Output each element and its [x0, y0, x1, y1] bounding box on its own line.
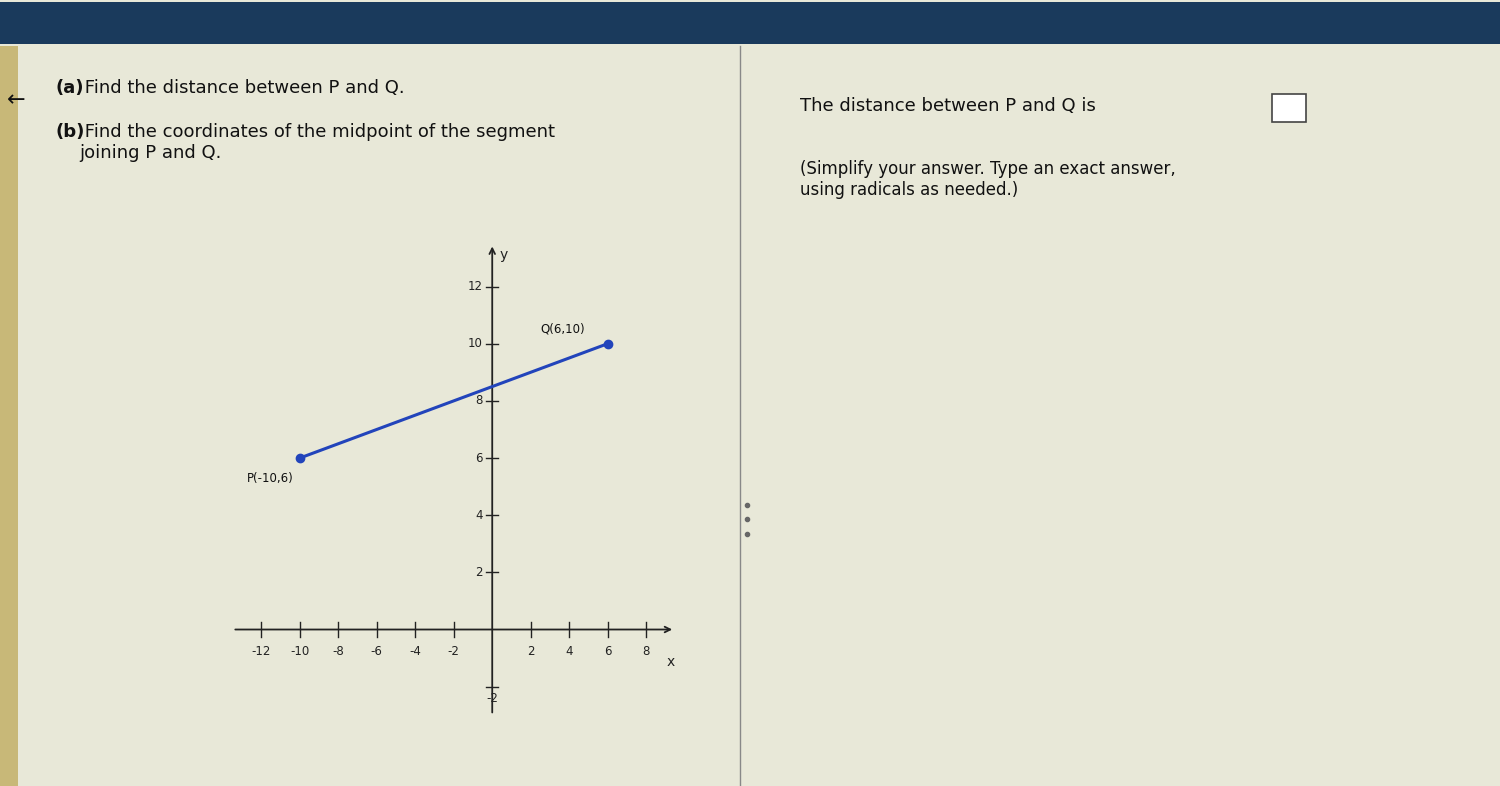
- Text: 12: 12: [468, 280, 483, 293]
- Text: (b): (b): [56, 123, 86, 141]
- FancyBboxPatch shape: [1272, 94, 1306, 122]
- Text: -2: -2: [448, 645, 459, 658]
- Text: The distance between P and Q is: The distance between P and Q is: [801, 97, 1102, 116]
- Text: -12: -12: [252, 645, 272, 658]
- Text: 10: 10: [468, 337, 483, 351]
- Text: Q(6,10): Q(6,10): [540, 322, 585, 335]
- Text: 2: 2: [526, 645, 534, 658]
- Text: 8: 8: [476, 395, 483, 407]
- Text: (a): (a): [56, 79, 84, 97]
- Text: -2: -2: [486, 692, 498, 705]
- Text: 6: 6: [476, 451, 483, 465]
- Bar: [0, 46, 18, 786]
- Text: 8: 8: [642, 645, 650, 658]
- Text: -6: -6: [370, 645, 382, 658]
- Text: -8: -8: [333, 645, 344, 658]
- Text: Find the distance between P and Q.: Find the distance between P and Q.: [80, 79, 405, 97]
- Text: -10: -10: [290, 645, 309, 658]
- Text: 4: 4: [476, 509, 483, 522]
- Text: x: x: [668, 656, 675, 669]
- Text: 6: 6: [604, 645, 612, 658]
- Text: -4: -4: [410, 645, 422, 658]
- Text: 4: 4: [566, 645, 573, 658]
- Text: y: y: [500, 248, 508, 262]
- Text: 2: 2: [476, 566, 483, 578]
- Text: (Simplify your answer. Type an exact answer,
using radicals as needed.): (Simplify your answer. Type an exact ans…: [801, 160, 1176, 199]
- Text: Find the coordinates of the midpoint of the segment
joining P and Q.: Find the coordinates of the midpoint of …: [80, 123, 555, 162]
- Text: P(-10,6): P(-10,6): [248, 472, 294, 485]
- Text: ←: ←: [8, 90, 26, 110]
